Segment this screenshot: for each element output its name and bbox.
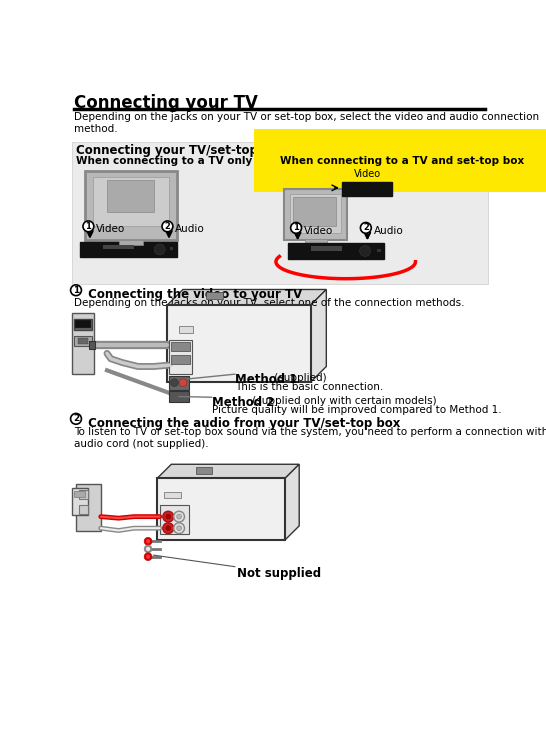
- Circle shape: [177, 514, 181, 519]
- Text: Connecting your TV/set-top box: Connecting your TV/set-top box: [76, 144, 286, 157]
- Circle shape: [360, 222, 371, 234]
- Circle shape: [360, 246, 371, 257]
- Bar: [377, 248, 381, 251]
- Bar: [168, 305, 311, 382]
- Text: Video: Video: [353, 169, 381, 179]
- Bar: [74, 336, 92, 347]
- Circle shape: [166, 514, 170, 519]
- Circle shape: [70, 285, 81, 295]
- Circle shape: [144, 537, 152, 545]
- Text: Connecting the video to your TV: Connecting the video to your TV: [84, 288, 302, 301]
- Bar: [170, 247, 173, 250]
- Text: This is the basic connection.: This is the basic connection.: [235, 382, 383, 392]
- Text: 1: 1: [73, 286, 79, 295]
- Bar: [159, 505, 189, 534]
- Bar: [157, 478, 285, 539]
- Circle shape: [146, 547, 150, 551]
- Bar: [169, 391, 189, 402]
- Bar: [80, 242, 177, 257]
- Circle shape: [290, 222, 301, 234]
- Circle shape: [83, 221, 94, 231]
- Bar: [74, 318, 92, 330]
- Text: 1: 1: [293, 223, 299, 232]
- Text: 2: 2: [164, 222, 170, 231]
- Circle shape: [146, 539, 150, 543]
- Bar: [288, 243, 384, 259]
- Polygon shape: [168, 289, 327, 305]
- Bar: [179, 327, 193, 333]
- Bar: [305, 240, 327, 244]
- Circle shape: [163, 511, 174, 522]
- Text: 2: 2: [73, 414, 79, 423]
- Text: (supplied only with certain models): (supplied only with certain models): [249, 396, 436, 405]
- Text: Picture quality will be improved compared to Method 1.: Picture quality will be improved compare…: [212, 405, 501, 415]
- Text: Method 1: Method 1: [235, 373, 297, 385]
- Circle shape: [174, 523, 185, 533]
- Bar: [107, 180, 153, 213]
- Text: 1: 1: [86, 222, 91, 231]
- Text: Not supplied: Not supplied: [237, 567, 322, 580]
- Bar: [93, 177, 169, 226]
- Bar: [293, 197, 336, 226]
- Circle shape: [177, 526, 181, 530]
- Bar: [72, 141, 488, 284]
- Polygon shape: [285, 464, 299, 539]
- Bar: [164, 492, 181, 498]
- Text: When connecting to a TV only: When connecting to a TV only: [76, 155, 252, 165]
- Bar: [78, 338, 87, 344]
- Bar: [342, 182, 392, 196]
- Bar: [89, 341, 96, 349]
- Bar: [311, 246, 342, 251]
- Text: 2: 2: [363, 223, 369, 232]
- Circle shape: [70, 414, 81, 424]
- Bar: [72, 488, 87, 515]
- Polygon shape: [311, 289, 327, 382]
- Circle shape: [144, 545, 152, 553]
- Bar: [196, 466, 212, 473]
- Text: Depending on the jacks on your TV, select one of the connection methods.: Depending on the jacks on your TV, selec…: [74, 298, 465, 308]
- Text: Connecting the audio from your TV/set-top box: Connecting the audio from your TV/set-to…: [84, 417, 400, 429]
- Bar: [290, 194, 341, 232]
- Circle shape: [146, 555, 150, 559]
- Bar: [79, 490, 88, 499]
- Text: Video: Video: [96, 225, 126, 234]
- Text: Depending on the jacks on your TV or set-top box, select the video and audio con: Depending on the jacks on your TV or set…: [74, 112, 539, 134]
- Bar: [85, 171, 177, 240]
- Bar: [79, 505, 88, 514]
- Text: To listen to TV or set-top box sound via the system, you need to perform a conne: To listen to TV or set-top box sound via…: [74, 427, 546, 449]
- Bar: [169, 376, 189, 390]
- Bar: [169, 339, 192, 374]
- Circle shape: [174, 511, 185, 522]
- Bar: [103, 245, 134, 249]
- Circle shape: [166, 526, 170, 530]
- Text: When connecting to a TV and set-top box: When connecting to a TV and set-top box: [280, 155, 524, 165]
- Text: Method 2: Method 2: [212, 396, 274, 408]
- Polygon shape: [157, 464, 299, 478]
- Text: Audio: Audio: [175, 225, 205, 234]
- Circle shape: [144, 553, 152, 560]
- Bar: [118, 240, 144, 245]
- Bar: [206, 292, 223, 300]
- Bar: [76, 484, 101, 531]
- Text: (supplied): (supplied): [270, 373, 326, 382]
- Circle shape: [179, 379, 187, 386]
- Circle shape: [170, 379, 179, 386]
- Bar: [72, 312, 94, 374]
- Bar: [74, 491, 85, 498]
- Circle shape: [162, 221, 173, 231]
- Bar: [75, 320, 91, 328]
- Text: Video: Video: [304, 226, 333, 236]
- Bar: [171, 341, 190, 351]
- Text: Connecting your TV: Connecting your TV: [74, 94, 258, 112]
- Text: Audio: Audio: [373, 226, 403, 236]
- Bar: [171, 355, 190, 364]
- Bar: [284, 190, 347, 240]
- Circle shape: [163, 523, 174, 533]
- Circle shape: [155, 244, 165, 255]
